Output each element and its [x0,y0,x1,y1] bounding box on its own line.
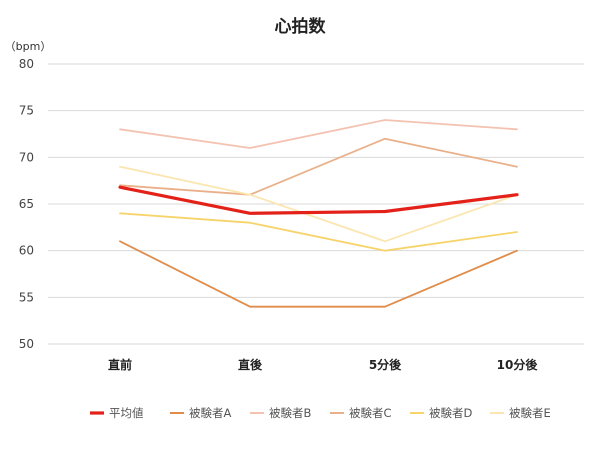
legend-label: 平均値 [109,406,144,420]
legend-label: 被験者D [429,406,472,420]
series-lines [118,119,519,308]
series-line-3 [119,119,518,149]
series-line-2 [119,240,518,308]
y-axis-unit-label: （bpm） [5,40,52,53]
series-line-4 [119,137,518,196]
series-line-6 [119,165,518,243]
gridlines [48,63,584,345]
y-axis-tick-labels: 50 55 60 65 70 75 80 [19,57,34,351]
legend-label: 被験者B [269,406,311,420]
y-tick-label: 70 [19,150,34,164]
y-tick-label: 60 [19,244,34,258]
y-tick-label: 55 [19,290,34,304]
y-tick-label: 80 [19,57,34,71]
chart-title: 心拍数 [275,16,327,37]
legend-label: 被験者A [189,406,231,420]
legend: 平均値 被験者A 被験者B 被験者C 被験者D 被験者E [90,406,551,420]
x-tick-label: 直前 [108,357,132,372]
y-tick-label: 75 [19,104,34,118]
series-line-1 [118,185,519,215]
series-line-5 [119,212,518,252]
x-tick-label: 10分後 [497,357,539,372]
x-tick-label: 5分後 [369,357,402,372]
y-tick-label: 50 [19,337,34,351]
x-tick-label: 直後 [238,357,263,372]
x-axis-tick-labels: 直前 直後 5分後 10分後 [108,357,538,372]
y-tick-label: 65 [19,197,34,211]
legend-label: 被験者E [509,406,551,420]
legend-label: 被験者C [349,406,392,420]
